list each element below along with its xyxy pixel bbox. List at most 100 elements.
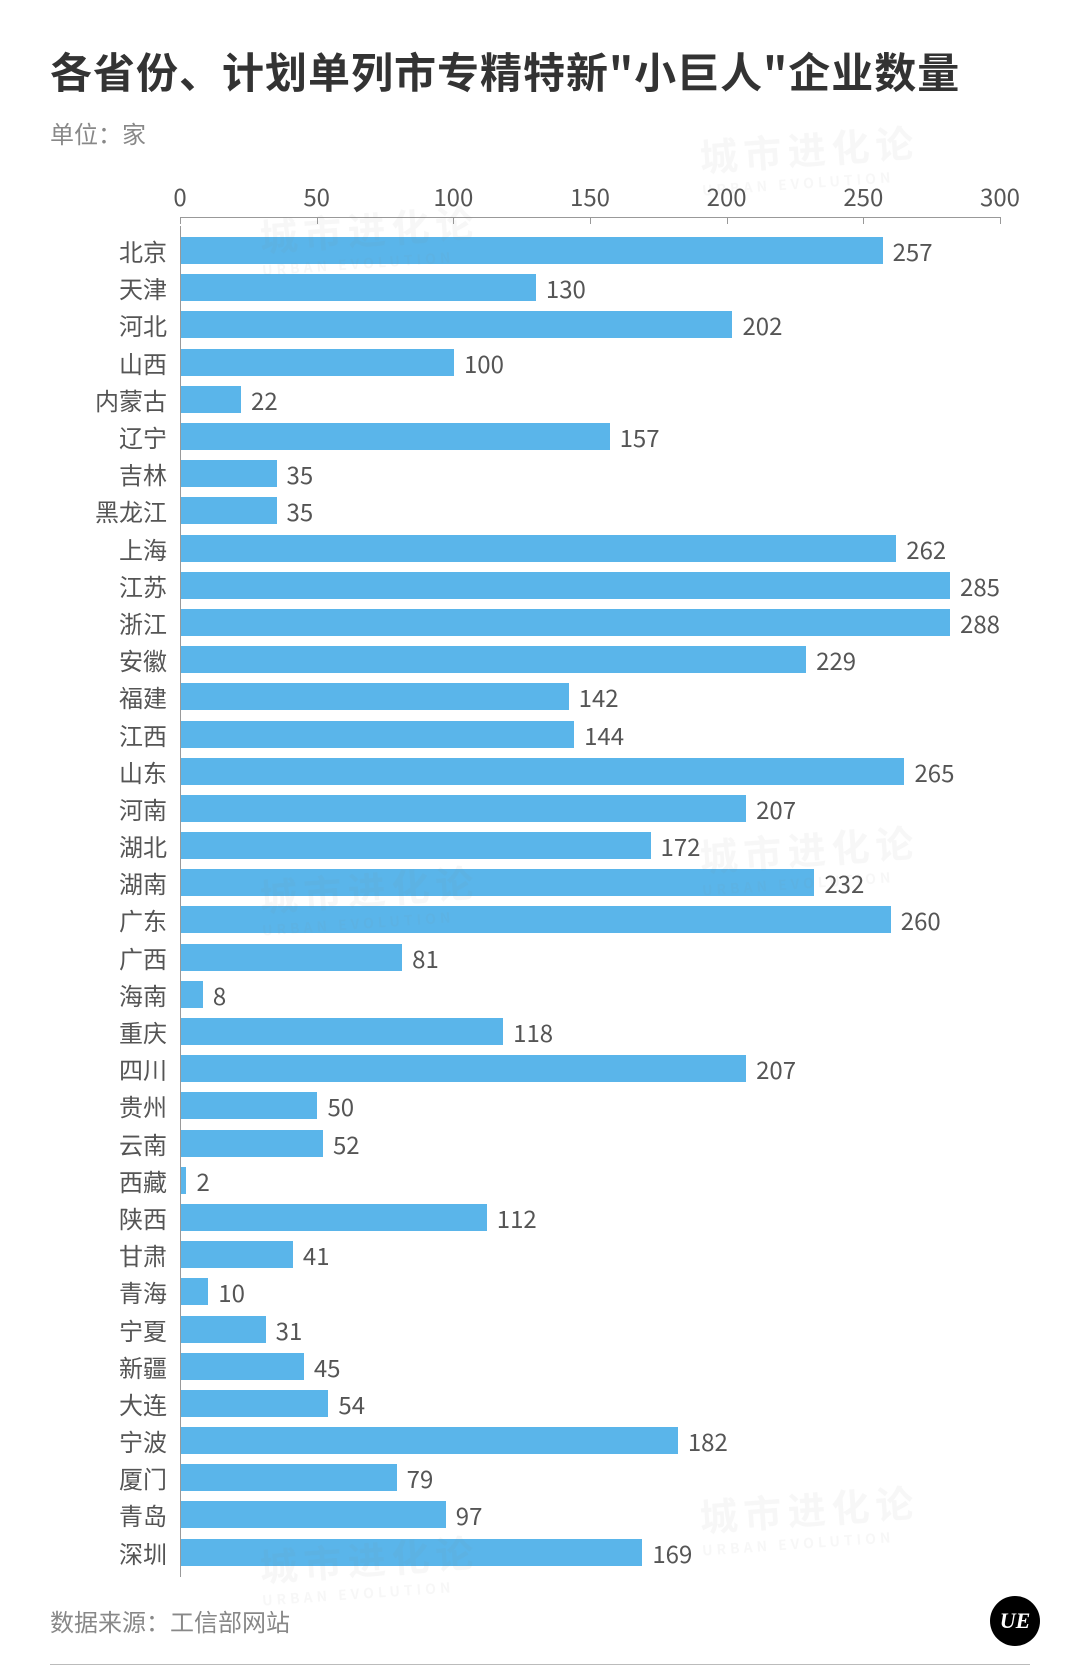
- bar-value-label: 50: [327, 1088, 354, 1123]
- bar-value-label: 35: [287, 493, 314, 528]
- x-axis-tick-label: 250: [843, 178, 883, 213]
- category-label: 黑龙江: [95, 493, 167, 528]
- category-label: 甘肃: [119, 1237, 167, 1272]
- bar-value-label: 22: [251, 382, 278, 417]
- bar: [181, 274, 536, 301]
- category-label: 辽宁: [119, 419, 167, 454]
- bar: [181, 1427, 678, 1454]
- bar-row: 新疆45: [181, 1348, 1000, 1385]
- category-label: 四川: [119, 1051, 167, 1086]
- bar-row: 四川207: [181, 1050, 1000, 1087]
- bar-value-label: 52: [333, 1126, 360, 1161]
- bar-value-label: 260: [901, 902, 941, 937]
- bar-row: 辽宁157: [181, 418, 1000, 455]
- bar-row: 海南8: [181, 976, 1000, 1013]
- x-axis-tick-label: 150: [570, 178, 610, 213]
- bar-value-label: 182: [688, 1423, 728, 1458]
- bar-row: 广东260: [181, 901, 1000, 938]
- bar-value-label: 157: [620, 419, 660, 454]
- footer-divider: 城市进化论: [50, 1664, 1030, 1674]
- bar: [181, 721, 574, 748]
- bar: [181, 237, 883, 264]
- bar-row: 西藏2: [181, 1162, 1000, 1199]
- bar-value-label: 207: [756, 1051, 796, 1086]
- bar: [181, 1018, 503, 1045]
- bar: [181, 572, 950, 599]
- bar: [181, 981, 203, 1008]
- bar: [181, 1464, 397, 1491]
- bar-row: 深圳169: [181, 1534, 1000, 1571]
- bar: [181, 1501, 446, 1528]
- bar-value-label: 202: [742, 307, 782, 342]
- bar-value-label: 232: [824, 865, 864, 900]
- bar: [181, 1539, 642, 1566]
- x-axis-tick-mark: [453, 217, 454, 224]
- bar: [181, 349, 454, 376]
- bar-value-label: 35: [287, 456, 314, 491]
- bar-row: 甘肃41: [181, 1236, 1000, 1273]
- bar-value-label: 262: [906, 531, 946, 566]
- bar-row: 上海262: [181, 530, 1000, 567]
- bar: [181, 1278, 208, 1305]
- x-axis-tick-label: 0: [173, 178, 186, 213]
- category-label: 山西: [119, 345, 167, 380]
- category-label: 西藏: [119, 1163, 167, 1198]
- category-label: 河北: [119, 307, 167, 342]
- category-label: 江苏: [119, 568, 167, 603]
- bar-row: 贵州50: [181, 1087, 1000, 1124]
- bar: [181, 1055, 746, 1082]
- category-label: 吉林: [119, 456, 167, 491]
- bar: [181, 906, 891, 933]
- x-axis-tick-mark: [180, 217, 181, 224]
- category-label: 青岛: [119, 1497, 167, 1532]
- chart-title: 各省份、计划单列市专精特新"小巨人"企业数量: [50, 40, 1030, 101]
- bar-value-label: 8: [213, 977, 226, 1012]
- bar: [181, 869, 814, 896]
- bar: [181, 944, 402, 971]
- bar: [181, 1316, 266, 1343]
- bar-row: 江西144: [181, 715, 1000, 752]
- bar: [181, 1353, 304, 1380]
- category-label: 上海: [119, 531, 167, 566]
- bar-row: 青海10: [181, 1273, 1000, 1310]
- bar-value-label: 257: [893, 233, 933, 268]
- category-label: 浙江: [119, 605, 167, 640]
- unit-label: 单位：家: [50, 115, 1030, 150]
- bar: [181, 1130, 323, 1157]
- bar-value-label: 112: [497, 1200, 537, 1235]
- bar-row: 山西100: [181, 344, 1000, 381]
- bar: [181, 1092, 317, 1119]
- bar-row: 湖南232: [181, 864, 1000, 901]
- x-axis-tick-mark: [1000, 217, 1001, 224]
- category-label: 河南: [119, 791, 167, 826]
- x-axis-tick-mark: [727, 217, 728, 224]
- bar-row: 内蒙古22: [181, 381, 1000, 418]
- x-axis-tick-label: 300: [980, 178, 1020, 213]
- bar: [181, 832, 651, 859]
- category-label: 天津: [119, 270, 167, 305]
- ue-badge-icon: UE: [990, 1596, 1040, 1646]
- bar: [181, 423, 610, 450]
- bar-value-label: 10: [218, 1274, 245, 1309]
- category-label: 大连: [119, 1386, 167, 1421]
- x-axis-tick-label: 100: [433, 178, 473, 213]
- category-label: 新疆: [119, 1349, 167, 1384]
- bar-row: 大连54: [181, 1385, 1000, 1422]
- category-label: 北京: [119, 233, 167, 268]
- x-axis: 050100150200250300: [180, 178, 1000, 218]
- category-label: 宁夏: [119, 1312, 167, 1347]
- bar-row: 重庆118: [181, 1013, 1000, 1050]
- x-axis-tick-label: 200: [707, 178, 747, 213]
- bar-row: 北京257: [181, 232, 1000, 269]
- category-label: 重庆: [119, 1014, 167, 1049]
- bar-value-label: 45: [314, 1349, 341, 1384]
- bar-row: 河南207: [181, 790, 1000, 827]
- category-label: 陕西: [119, 1200, 167, 1235]
- category-label: 福建: [119, 679, 167, 714]
- bar-row: 青岛97: [181, 1496, 1000, 1533]
- bar-row: 湖北172: [181, 827, 1000, 864]
- bar-row: 福建142: [181, 678, 1000, 715]
- chart-area: 050100150200250300 北京257天津130河北202山西100内…: [50, 178, 1030, 1577]
- bar-row: 厦门79: [181, 1459, 1000, 1496]
- bar: [181, 609, 950, 636]
